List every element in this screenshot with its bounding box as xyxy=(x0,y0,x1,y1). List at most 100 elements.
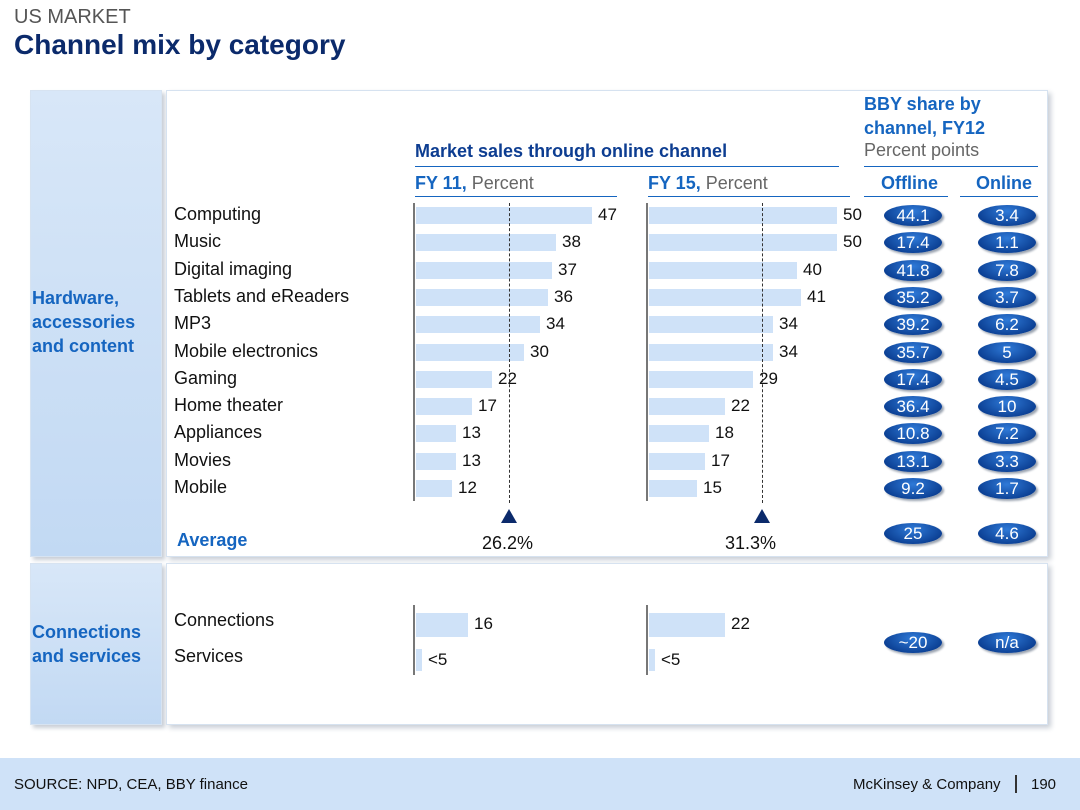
category-label: Digital imaging xyxy=(174,258,293,279)
brand-name: McKinsey & Company xyxy=(853,776,1001,793)
data-label: 15 xyxy=(703,478,722,497)
connections-group-label: Connections and services xyxy=(32,622,142,666)
market-header-rule xyxy=(415,166,839,167)
fy15-axis-connections xyxy=(646,605,648,675)
data-label: 38 xyxy=(562,232,581,252)
offline-share-badge: 44.1 xyxy=(884,205,942,226)
average-marker xyxy=(754,509,771,523)
fy15-axis xyxy=(646,203,648,501)
data-label: 34 xyxy=(779,341,798,361)
footer-bar xyxy=(0,758,1080,810)
data-label: 40 xyxy=(803,259,822,279)
data-label: <5 xyxy=(428,650,448,669)
bar xyxy=(649,649,655,671)
bar xyxy=(649,452,705,470)
data-label: 17 xyxy=(711,450,730,470)
offline-connections-badge: ~20 xyxy=(884,632,942,653)
bar xyxy=(649,425,709,443)
category-label: Computing xyxy=(174,204,262,224)
bar xyxy=(416,343,524,361)
data-label: <5 xyxy=(661,650,681,669)
bar xyxy=(416,261,552,279)
online-header-rule xyxy=(960,196,1038,197)
offline-share-badge: 17.4 xyxy=(884,368,942,390)
bar xyxy=(416,288,548,306)
brand-separator xyxy=(1015,775,1017,793)
bar xyxy=(416,480,452,497)
data-label: 37 xyxy=(558,259,577,279)
data-label: 22 xyxy=(731,614,750,633)
category-label: Home theater xyxy=(174,395,284,416)
bar xyxy=(649,234,837,252)
bar xyxy=(416,370,492,388)
average-label: Average xyxy=(177,530,248,550)
data-label: 12 xyxy=(458,478,477,497)
fy11-axis xyxy=(413,203,415,501)
offline-average-badge: 25 xyxy=(884,523,942,544)
bar xyxy=(416,398,472,416)
bar xyxy=(416,207,592,224)
bar xyxy=(649,316,773,334)
online-share-badge: 4.5 xyxy=(978,368,1036,390)
data-label: 22 xyxy=(498,368,517,388)
data-label: 29 xyxy=(759,368,778,388)
percent-points-label: Percent points xyxy=(864,140,980,160)
fy11-average-value: 26.2% xyxy=(482,533,534,553)
data-label: 18 xyxy=(715,423,734,443)
offline-share-badge: 10.8 xyxy=(884,423,942,445)
category-label: Gaming xyxy=(174,367,238,388)
bar xyxy=(416,452,456,470)
offline-share-badge: 41.8 xyxy=(884,259,942,281)
category-label: Music xyxy=(174,231,222,252)
category-label: Services xyxy=(174,646,244,666)
data-label: 50 xyxy=(843,205,862,224)
connections-group-panel xyxy=(30,563,162,725)
online-share-badge: 3.4 xyxy=(978,205,1036,226)
online-share-badge: 3.3 xyxy=(978,450,1036,472)
online-header: Online xyxy=(976,173,1033,193)
fy11-header: FY 11, Percent xyxy=(415,173,534,194)
data-label: 13 xyxy=(462,450,481,470)
offline-share-badge: 9.2 xyxy=(884,478,942,499)
offline-share-badge: 17.4 xyxy=(884,232,942,254)
bar xyxy=(649,398,725,416)
offline-header: Offline xyxy=(881,173,938,193)
bar xyxy=(416,649,422,671)
online-share-badge: 7.8 xyxy=(978,259,1036,281)
offline-share-badge: 35.2 xyxy=(884,286,942,308)
data-label: 50 xyxy=(843,232,862,252)
bar xyxy=(649,370,753,388)
offline-share-badge: 39.2 xyxy=(884,314,942,336)
bar xyxy=(649,343,773,361)
category-label: Movies xyxy=(174,449,232,470)
bar xyxy=(416,316,540,334)
online-share-badge: 10 xyxy=(978,396,1036,418)
bby-share-title: BBY share by channel, FY12 xyxy=(864,94,986,138)
bar xyxy=(649,207,837,224)
offline-share-badge: 35.7 xyxy=(884,341,942,363)
fy15-average-value: 31.3% xyxy=(725,533,777,553)
category-label: Mobile xyxy=(174,477,228,497)
fy11-header-rule xyxy=(415,196,617,197)
source-note: SOURCE: NPD, CEA, BBY finance xyxy=(14,776,248,793)
fy11-percent: Percent xyxy=(471,173,534,193)
bar xyxy=(649,288,801,306)
category-label: Appliances xyxy=(174,422,263,443)
bar xyxy=(649,480,697,497)
bar xyxy=(649,261,797,279)
fy15-header-rule xyxy=(648,196,850,197)
fy11-label: FY 11, xyxy=(415,173,467,193)
market-sales-header: Market sales through online channel xyxy=(415,141,728,161)
offline-share-badge: 36.4 xyxy=(884,396,942,418)
data-label: 47 xyxy=(598,205,617,224)
page-number: 190 xyxy=(1031,776,1057,793)
fy15-percent: Percent xyxy=(705,173,768,193)
average-line xyxy=(508,203,510,503)
fy15-label: FY 15, xyxy=(648,173,701,193)
online-average-badge: 4.6 xyxy=(978,523,1036,544)
data-label: 41 xyxy=(807,286,826,306)
data-label: 22 xyxy=(731,396,750,416)
online-share-badge: 7.2 xyxy=(978,423,1036,445)
bar xyxy=(416,234,556,252)
data-label: 34 xyxy=(546,314,565,334)
